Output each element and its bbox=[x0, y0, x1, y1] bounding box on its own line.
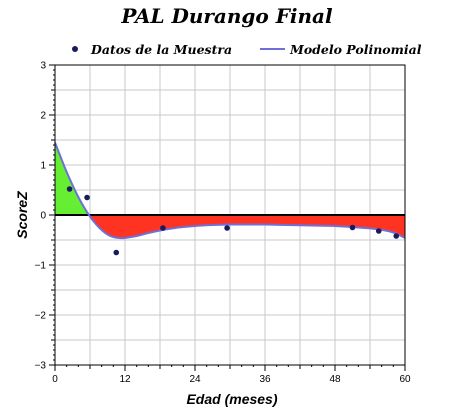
chart-title: PAL Durango Final bbox=[120, 4, 333, 28]
legend-label-modelo: Modelo Polinomial bbox=[289, 42, 422, 57]
data-point bbox=[349, 224, 356, 231]
legend-marker-muestra bbox=[72, 46, 78, 52]
data-point bbox=[375, 228, 382, 234]
y-axis-label: ScoreZ bbox=[14, 191, 30, 239]
x-axis-label: Edad (meses) bbox=[186, 391, 277, 407]
data-point bbox=[393, 233, 400, 239]
legend: Datos de la Muestra Modelo Polinomial bbox=[72, 42, 422, 57]
fill-above-zero bbox=[55, 142, 90, 215]
x-tick-label: 48 bbox=[329, 374, 341, 385]
data-point bbox=[84, 194, 90, 201]
y-tick-label: −1 bbox=[35, 261, 47, 272]
data-point bbox=[224, 225, 230, 231]
data-point bbox=[113, 249, 120, 256]
y-tick-label: 0 bbox=[40, 211, 46, 222]
x-tick-label: 0 bbox=[52, 374, 58, 385]
y-tick-label: 3 bbox=[40, 61, 46, 72]
x-tick-label: 36 bbox=[259, 374, 271, 385]
y-tick-label: −3 bbox=[35, 361, 47, 372]
legend-label-muestra: Datos de la Muestra bbox=[90, 42, 232, 57]
x-tick-label: 24 bbox=[189, 374, 201, 385]
y-tick-label: 1 bbox=[40, 161, 46, 172]
x-tick-label: 60 bbox=[399, 374, 411, 385]
x-tick-label: 12 bbox=[119, 374, 131, 385]
y-tick-label: −2 bbox=[35, 311, 47, 322]
data-point bbox=[66, 186, 73, 192]
series-line-modelo-polinomial bbox=[54, 142, 406, 240]
fill-below-zero bbox=[89, 215, 406, 238]
data-point bbox=[160, 225, 166, 231]
y-tick-label: 2 bbox=[40, 111, 46, 122]
